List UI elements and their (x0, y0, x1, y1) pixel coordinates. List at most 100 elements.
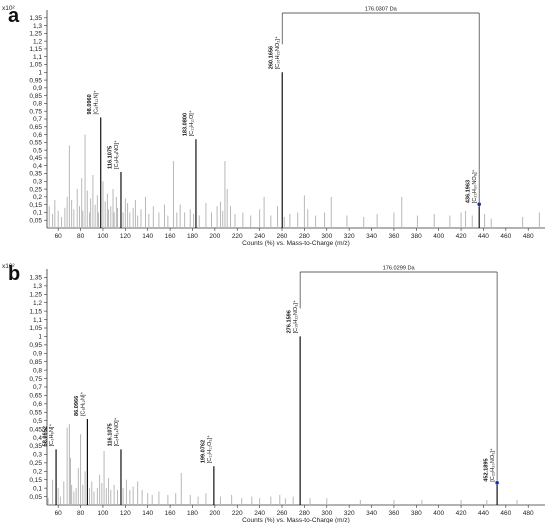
y-tick-label: 0,4 (33, 435, 42, 442)
y-tick-label: 1,3 (33, 23, 42, 30)
x-tick-label: 180 (187, 233, 198, 240)
peak-mz-label: 86.0966 (74, 396, 80, 416)
y-tick-label: 0,9 (33, 350, 42, 357)
y-tick-label: 1,2 (33, 38, 42, 45)
y-tick-label: 0,7 (33, 116, 42, 123)
y-tick-label: 0,75 (29, 108, 42, 115)
y-tick-label: 1,25 (29, 291, 42, 298)
peak-formula-label: [C₆H₁₂N]⁺ (93, 90, 100, 115)
x-tick-label: 140 (142, 233, 153, 240)
y-tick-label: 1 (38, 69, 42, 76)
y-tick-label: 1 (38, 334, 42, 341)
y-tick-label: 0,95 (29, 77, 42, 84)
x-tick-label: 340 (366, 233, 377, 240)
x-tick-label: 480 (523, 510, 534, 517)
x-tick-label: 300 (321, 233, 332, 240)
precursor-marker (477, 202, 481, 206)
x-tick-label: 280 (299, 510, 310, 517)
y-tick-label: 1,1 (33, 54, 42, 61)
peak-formula-label: [C₁₆H₂₂NO₂]⁺ (274, 36, 281, 69)
peak-formula-label: [C₂₂H₃₀NO₉]⁺ (489, 448, 496, 482)
x-tick-label: 200 (209, 233, 220, 240)
y-tick-label: 0,4 (33, 163, 42, 170)
panel-b: bx10²0,050,10,150,20,250,30,350,40,450,5… (2, 263, 545, 523)
mass-difference-label: 176.0299 Da (383, 266, 416, 272)
x-tick-label: 160 (165, 510, 176, 517)
x-tick-label: 440 (478, 233, 489, 240)
x-axis-title: Counts (%) vs. Mass-to-Charge (m/z) (242, 517, 350, 523)
y-tick-label: 0,45 (29, 426, 42, 433)
y-tick-label: 0,2 (33, 194, 42, 201)
x-tick-label: 280 (299, 233, 310, 240)
y-tick-label: 0,05 (29, 217, 42, 224)
y-tick-label: 0,7 (33, 384, 42, 391)
y-tick-label: 0,35 (29, 171, 42, 178)
x-tick-label: 460 (500, 510, 511, 517)
y-tick-label: 1,1 (33, 317, 42, 324)
y-tick-label: 0,1 (33, 485, 42, 492)
y-tick-label: 0,15 (29, 477, 42, 484)
x-tick-label: 400 (433, 233, 444, 240)
peak-mz-label: 260.1656 (269, 46, 275, 69)
y-tick-label: 0,65 (29, 124, 42, 131)
peak-mz-label: 452.1895 (484, 458, 490, 481)
y-tick-label: 0,55 (29, 409, 42, 416)
y-tick-label: 0,5 (33, 418, 42, 425)
panel-label: b (8, 263, 20, 285)
y-tick-label: 0,3 (33, 452, 42, 459)
y-tick-label: 0,6 (33, 401, 42, 408)
peak-formula-label: [C₆H₁₄NO]⁺ (113, 417, 120, 446)
x-tick-label: 60 (55, 510, 63, 517)
y-tick-label: 0,45 (29, 155, 42, 162)
y-tick-label: 0,05 (29, 494, 42, 501)
y-tick-label: 0,85 (29, 93, 42, 100)
y-multiplier: x10² (2, 5, 15, 12)
x-tick-label: 240 (254, 510, 265, 517)
peak-mz-label: 116.1075 (107, 423, 113, 446)
x-tick-label: 220 (232, 510, 243, 517)
y-tick-label: 0,25 (29, 460, 42, 467)
mass-difference-label: 176.0307 Da (365, 7, 398, 13)
x-tick-label: 320 (344, 233, 355, 240)
peak-mz-label: 116.1075 (107, 146, 113, 169)
peak-formula-label: [C₁₆H₂₂NO₃]⁺ (292, 300, 299, 333)
peak-mz-label: 276.1596 (287, 310, 293, 333)
x-tick-label: 80 (77, 510, 85, 517)
peak-formula-label: [C₁₁H₁₁O]⁺ (188, 110, 195, 136)
y-tick-label: 1,05 (29, 325, 42, 332)
panel-a: ax10²0,050,10,150,20,250,30,350,40,450,5… (2, 5, 545, 247)
x-tick-label: 300 (321, 510, 332, 517)
x-tick-label: 420 (456, 510, 467, 517)
x-tick-label: 360 (388, 510, 399, 517)
y-multiplier: x10² (2, 263, 15, 270)
y-tick-label: 1,15 (29, 308, 42, 315)
x-tick-label: 100 (98, 510, 109, 517)
peak-mz-label: 436.1963 (466, 180, 472, 203)
x-tick-label: 480 (523, 233, 534, 240)
y-tick-label: 0,8 (33, 101, 42, 108)
y-tick-label: 1,2 (33, 300, 42, 307)
y-tick-label: 1,35 (29, 15, 42, 22)
x-tick-label: 220 (232, 233, 243, 240)
x-tick-label: 120 (120, 510, 131, 517)
precursor-marker (495, 480, 499, 485)
x-tick-label: 380 (411, 233, 422, 240)
y-tick-label: 0,5 (33, 147, 42, 154)
x-tick-label: 120 (120, 233, 131, 240)
y-tick-label: 0,65 (29, 393, 42, 400)
y-tick-label: 0,25 (29, 186, 42, 193)
x-tick-label: 100 (98, 233, 109, 240)
x-tick-label: 60 (55, 233, 63, 240)
x-tick-label: 460 (500, 233, 511, 240)
x-tick-label: 200 (209, 510, 220, 517)
peak-mz-label: 58.0652 (43, 426, 49, 446)
y-tick-label: 0,3 (33, 178, 42, 185)
x-tick-label: 160 (165, 233, 176, 240)
x-tick-label: 260 (277, 233, 288, 240)
y-tick-label: 1,35 (29, 275, 42, 282)
panel-label: a (8, 5, 20, 27)
y-tick-label: 0,2 (33, 468, 42, 475)
y-tick-label: 0,55 (29, 140, 42, 147)
x-tick-label: 440 (478, 510, 489, 517)
peak-formula-label: [C₁₁H₁₁O₃]⁺ (206, 435, 213, 463)
